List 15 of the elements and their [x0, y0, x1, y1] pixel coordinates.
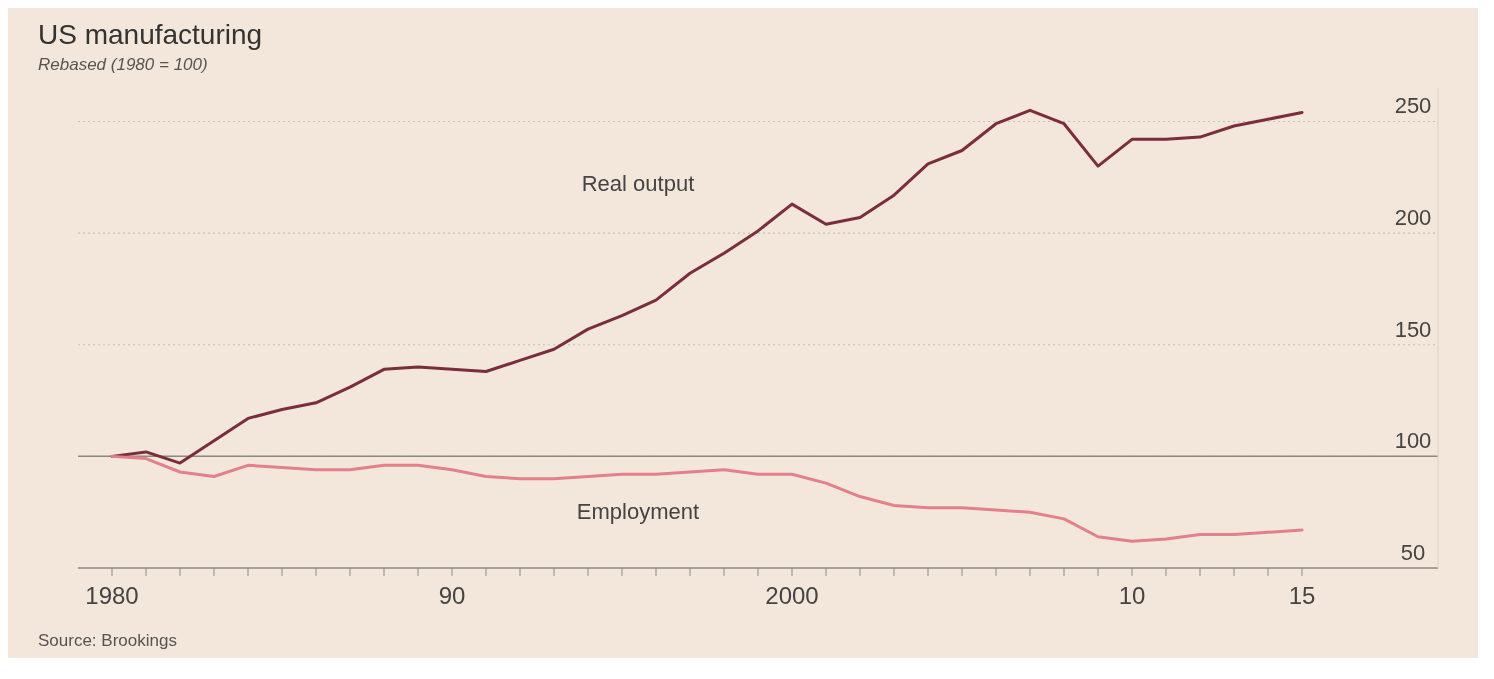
series-label: Employment [576, 499, 700, 525]
y-tick-label: 250 [1394, 93, 1432, 119]
x-tick-label: 2000 [765, 582, 819, 609]
source-note: Source: Brookings [38, 631, 177, 650]
x-tick-label: 15 [1288, 582, 1316, 609]
text: Real output [581, 170, 695, 196]
y-tick-label: 150 [1394, 316, 1432, 342]
x-tick-label: 90 [438, 582, 466, 609]
chart-title: US manufacturing [38, 19, 263, 50]
chart-subtitle: Rebased (1980 = 100) [38, 55, 208, 74]
y-tick-label: 50 [1400, 540, 1426, 565]
y-tick-label: 200 [1394, 205, 1432, 231]
x-tick-label: 1980 [85, 582, 139, 609]
y-tick-label: 100 [1394, 428, 1432, 454]
x-tick-label: 10 [1118, 582, 1146, 609]
